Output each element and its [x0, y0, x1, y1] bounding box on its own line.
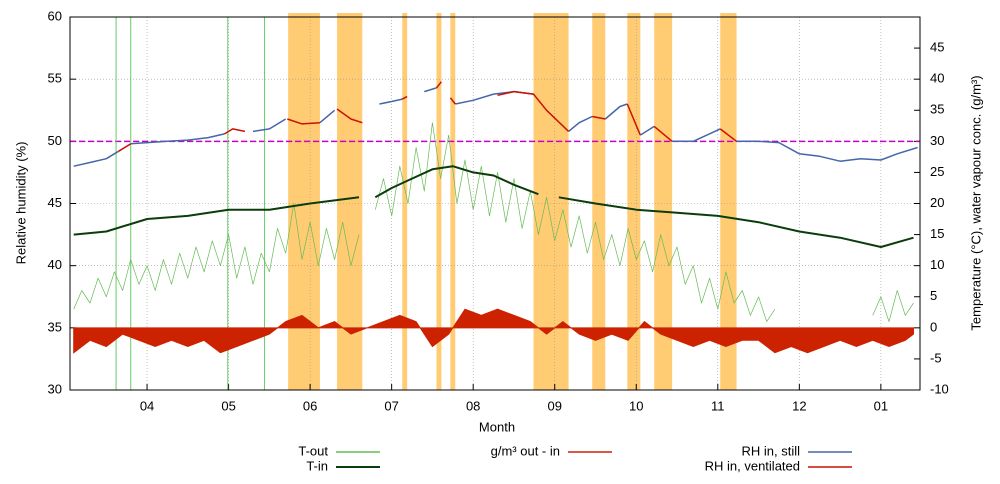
series-line — [497, 90, 570, 132]
y2-tick-label: 45 — [930, 40, 944, 55]
series-line — [424, 87, 437, 93]
ventilation-band — [436, 13, 442, 390]
series-line — [736, 140, 918, 162]
y2-tick-label: 5 — [930, 288, 937, 303]
legend-label: T-out — [298, 443, 328, 458]
legend-label: T-in — [306, 458, 328, 473]
x-axis-label: Month — [479, 419, 515, 434]
y2-tick-label: -10 — [930, 381, 949, 396]
y2-tick-label: 20 — [930, 195, 944, 210]
y2-tick-label: 30 — [930, 133, 944, 148]
series-line — [401, 95, 408, 100]
x-tick-label: 11 — [711, 398, 725, 413]
series-line — [336, 108, 363, 124]
series-line — [435, 81, 442, 89]
series-line — [73, 203, 360, 310]
series-line — [604, 103, 628, 120]
y-tick-label: 60 — [48, 8, 62, 23]
ventilation-band — [533, 13, 569, 390]
y2-tick-label: 40 — [930, 71, 944, 86]
y2-tick-label: 25 — [930, 164, 944, 179]
series-line — [379, 98, 403, 105]
series-line — [130, 133, 225, 145]
legend-label: g/m³ out - in — [491, 443, 560, 458]
y2-tick-label: 0 — [930, 319, 937, 334]
y-tick-label: 50 — [48, 133, 62, 148]
y2-axis-label: Temperature (°C), water vapour conc. (g/… — [968, 75, 983, 330]
series-line — [374, 165, 539, 199]
series-line — [672, 128, 721, 143]
y-tick-label: 45 — [48, 195, 62, 210]
y2-tick-label: 35 — [930, 102, 944, 117]
x-tick-label: 06 — [303, 398, 317, 413]
ventilation-band — [288, 13, 320, 390]
x-tick-label: 01 — [874, 398, 888, 413]
y-tick-label: 35 — [48, 319, 62, 334]
series-line — [455, 90, 534, 105]
series-area — [73, 308, 914, 354]
x-tick-label: 04 — [140, 398, 154, 413]
y-tick-label: 55 — [48, 71, 62, 86]
series-line — [558, 196, 914, 248]
series-line — [592, 115, 606, 120]
y2-tick-label: 15 — [930, 226, 944, 241]
x-tick-label: 09 — [547, 398, 561, 413]
plot-frame — [69, 16, 921, 391]
ventilation-band — [627, 13, 641, 390]
series-line — [118, 143, 132, 152]
series-line — [224, 128, 246, 135]
y2-tick-label: -5 — [930, 350, 942, 365]
series-line — [374, 122, 776, 322]
series-line — [252, 118, 287, 133]
series-line — [639, 125, 655, 136]
ventilation-band — [654, 13, 673, 390]
series-line — [626, 103, 641, 136]
series-line — [872, 290, 914, 322]
x-tick-label: 05 — [221, 398, 235, 413]
x-tick-label: 07 — [384, 398, 398, 413]
x-tick-label: 10 — [629, 398, 643, 413]
series-line — [653, 125, 673, 142]
y-tick-label: 40 — [48, 257, 62, 272]
series-line — [719, 128, 737, 142]
x-tick-label: 12 — [792, 398, 806, 413]
y-tick-label: 30 — [48, 381, 62, 396]
series-line — [287, 118, 320, 125]
x-tick-label: 08 — [466, 398, 480, 413]
series-line — [73, 150, 119, 167]
y2-tick-label: 10 — [930, 257, 944, 272]
y-axis-label: Relative humidity (%) — [13, 142, 28, 265]
ventilation-band — [592, 13, 606, 390]
series-line — [568, 115, 593, 132]
legend-label: RH in, still — [741, 443, 800, 458]
ventilation-band — [402, 13, 408, 390]
ventilation-band — [450, 13, 456, 390]
series-line — [73, 196, 360, 236]
series-line — [319, 109, 336, 124]
legend-label: RH in, ventilated — [705, 458, 800, 473]
series-line — [449, 97, 456, 105]
